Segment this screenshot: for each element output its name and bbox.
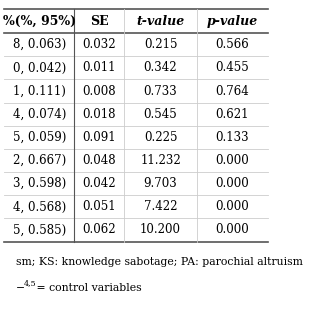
Text: 0.621: 0.621 xyxy=(216,108,249,121)
Text: 0.764: 0.764 xyxy=(215,84,249,98)
Text: 0.000: 0.000 xyxy=(215,154,249,167)
Text: 0.051: 0.051 xyxy=(83,200,116,213)
Text: 0.008: 0.008 xyxy=(83,84,116,98)
Text: 0.225: 0.225 xyxy=(144,131,177,144)
Text: 0.133: 0.133 xyxy=(215,131,249,144)
Text: t-value: t-value xyxy=(136,15,185,28)
Text: 4,5: 4,5 xyxy=(24,279,36,287)
Text: −: − xyxy=(16,283,25,293)
Text: p-value: p-value xyxy=(207,15,258,28)
Text: 0.000: 0.000 xyxy=(215,223,249,236)
Text: 2, 0.667): 2, 0.667) xyxy=(13,154,66,167)
Text: 3, 0.598): 3, 0.598) xyxy=(13,177,66,190)
Text: 7.422: 7.422 xyxy=(144,200,177,213)
Text: 0.545: 0.545 xyxy=(144,108,177,121)
Text: 10.200: 10.200 xyxy=(140,223,181,236)
Text: 0.000: 0.000 xyxy=(215,177,249,190)
Text: 0.032: 0.032 xyxy=(83,38,116,51)
Text: 0.062: 0.062 xyxy=(83,223,116,236)
Text: 0.011: 0.011 xyxy=(83,61,116,74)
Text: %(%, 95%): %(%, 95%) xyxy=(3,15,76,28)
Text: 0.091: 0.091 xyxy=(83,131,116,144)
Text: 0, 0.042): 0, 0.042) xyxy=(13,61,66,74)
Text: 0.342: 0.342 xyxy=(144,61,177,74)
Text: 0.018: 0.018 xyxy=(83,108,116,121)
Text: 0.566: 0.566 xyxy=(215,38,249,51)
Text: 4, 0.568): 4, 0.568) xyxy=(13,200,66,213)
Text: 1, 0.111): 1, 0.111) xyxy=(13,84,66,98)
Text: 5, 0.585): 5, 0.585) xyxy=(13,223,66,236)
Text: 0.000: 0.000 xyxy=(215,200,249,213)
Text: SE: SE xyxy=(90,15,108,28)
Text: 5, 0.059): 5, 0.059) xyxy=(12,131,66,144)
Text: 4, 0.074): 4, 0.074) xyxy=(12,108,66,121)
Text: 0.455: 0.455 xyxy=(215,61,249,74)
Text: sm; KS: knowledge sabotage; PA: parochial altruism: sm; KS: knowledge sabotage; PA: parochia… xyxy=(16,257,303,267)
Text: 0.215: 0.215 xyxy=(144,38,177,51)
Text: 0.048: 0.048 xyxy=(83,154,116,167)
Text: 9.703: 9.703 xyxy=(144,177,177,190)
Text: 8, 0.063): 8, 0.063) xyxy=(13,38,66,51)
Text: = control variables: = control variables xyxy=(33,283,142,293)
Text: 11.232: 11.232 xyxy=(140,154,181,167)
Text: 0.042: 0.042 xyxy=(83,177,116,190)
Text: 0.733: 0.733 xyxy=(144,84,177,98)
